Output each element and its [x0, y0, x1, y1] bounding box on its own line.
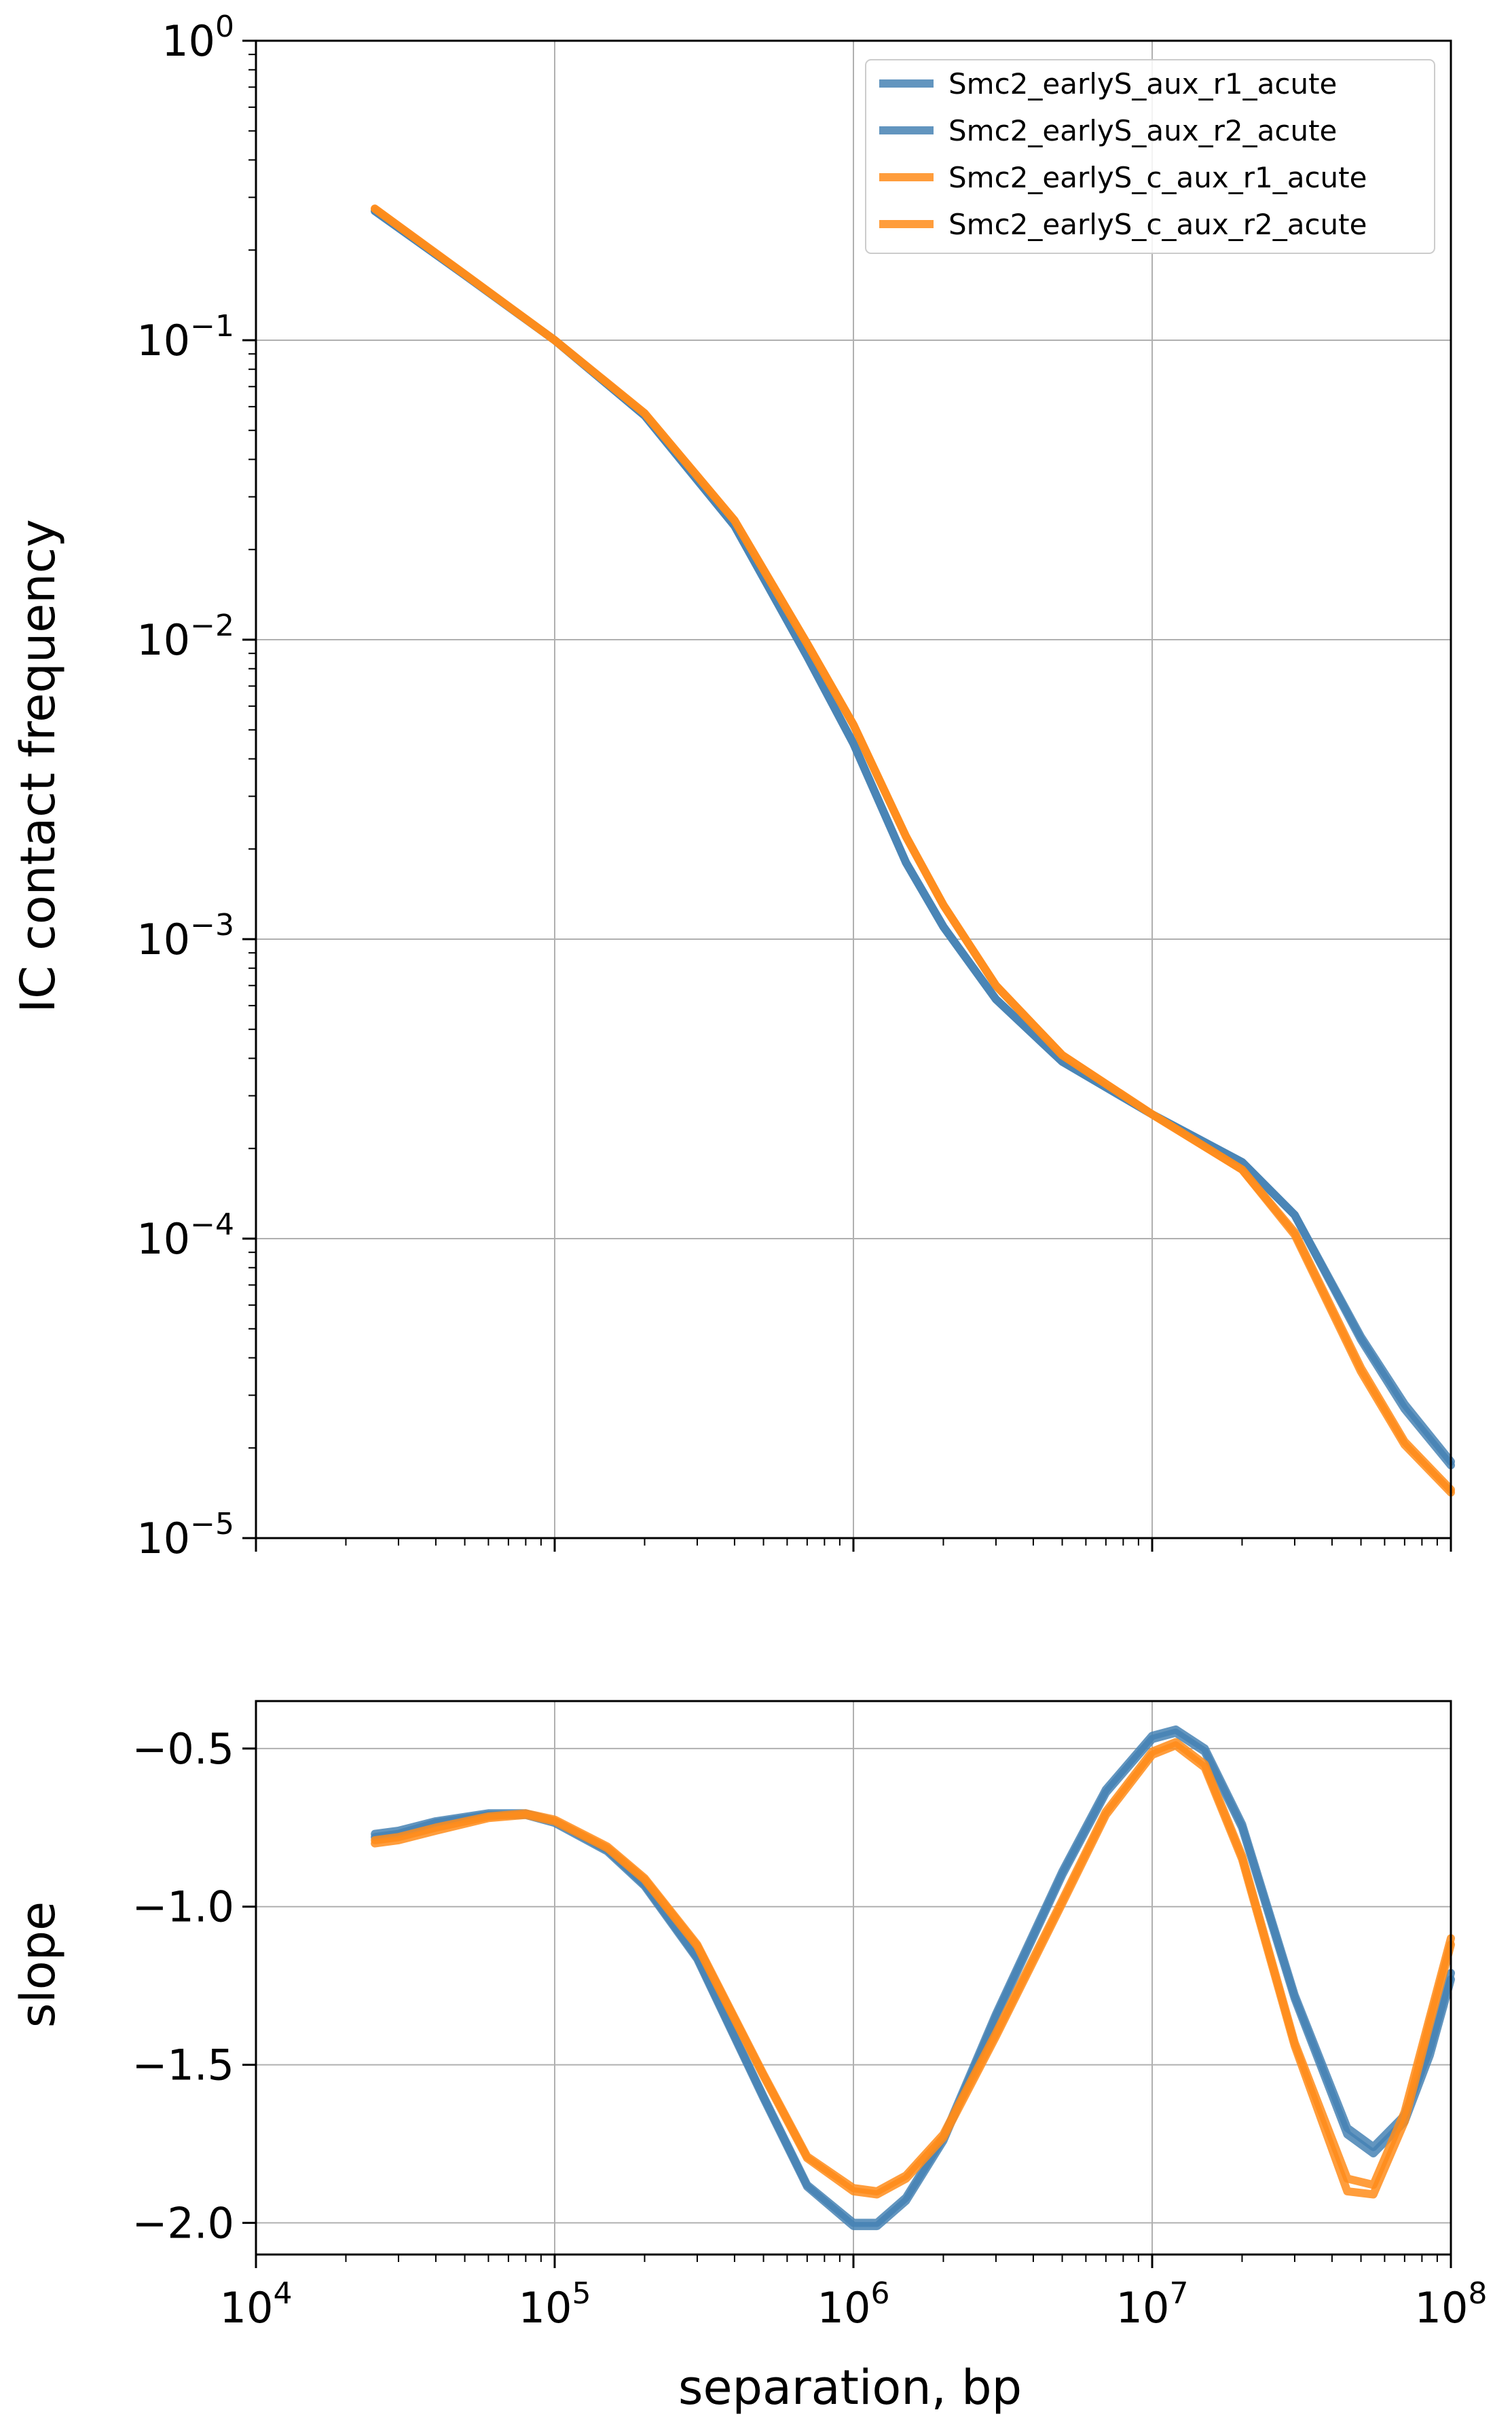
slope-series-line-2 — [371, 1728, 1455, 2231]
contact-frequency-panel: 100 10−1 10−2 10−3 10−4 10−5 Smc2_earlyS_aux_r… — [136, 10, 1455, 1563]
y-tick-label: 10−2 — [136, 608, 234, 665]
y-tick-label: 10−4 — [136, 1207, 234, 1264]
x-tick-label: 107 — [1116, 2276, 1189, 2333]
x-tick-label: 106 — [817, 2276, 890, 2333]
y-tick-label: −1.5 — [132, 2041, 234, 2090]
legend-label: Smc2_earlyS_aux_r2_acute — [948, 114, 1337, 147]
legend-label: Smc2_earlyS_c_aux_r2_acute — [948, 208, 1367, 241]
y-tick-label: −0.5 — [132, 1724, 234, 1774]
legend-label: Smc2_earlyS_aux_r1_acute — [948, 67, 1337, 101]
y-tick-label: 10−3 — [136, 908, 234, 964]
slope-series-line-4 — [371, 1741, 1455, 2199]
x-tick-label: 105 — [519, 2276, 591, 2333]
x-tick-label: 108 — [1415, 2276, 1488, 2333]
legend-label: Smc2_earlyS_c_aux_r1_acute — [948, 161, 1367, 194]
y-tick-label: 10−5 — [136, 1507, 234, 1563]
slope-panel: −0.5 −1.0 −1.5 −2.0 104 105 106 107 108 — [132, 1700, 1488, 2333]
y-axis-title-top: IC contact frequency — [10, 519, 66, 1012]
y-axis-title-bottom: slope — [10, 1901, 66, 2028]
y-tick-label: 100 — [162, 10, 234, 66]
legend-box — [865, 59, 1435, 254]
x-axis-title: separation, bp — [678, 2360, 1022, 2415]
x-tick-label: 104 — [220, 2276, 293, 2333]
y-tick-label: −1.0 — [132, 1882, 234, 1932]
y-tick-label: 10−1 — [136, 309, 234, 365]
y-tick-label: −2.0 — [132, 2198, 234, 2248]
series-line-1 — [371, 206, 1455, 1466]
series-line-2 — [371, 206, 1455, 1470]
series-line-4 — [371, 204, 1455, 1497]
